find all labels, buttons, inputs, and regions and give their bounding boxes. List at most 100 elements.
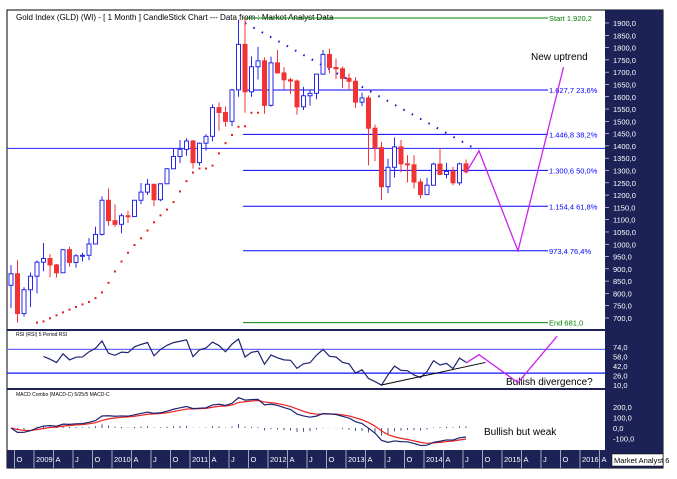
- sar-dot: [205, 167, 207, 170]
- candle-body: [294, 80, 300, 108]
- sar-dot: [62, 311, 64, 314]
- time-tick-label: 2011: [192, 455, 208, 464]
- candle-body: [275, 62, 280, 74]
- candle-body: [236, 43, 241, 91]
- candle-body: [249, 66, 254, 93]
- time-tick-label: O: [17, 455, 23, 464]
- price-tick-label: 1800,0: [613, 44, 636, 53]
- time-tick-label: A: [56, 455, 61, 464]
- annotation-new-uptrend: New uptrend: [531, 52, 588, 63]
- fib-level-label: 1.446,8 38,2%: [549, 130, 598, 139]
- candle-body: [8, 273, 14, 286]
- candle-body: [255, 60, 261, 68]
- sar-dot: [114, 270, 116, 273]
- sar-dot: [198, 167, 201, 170]
- sar-dot: [127, 251, 129, 254]
- sar-dot: [68, 308, 71, 311]
- time-tick-label: O: [173, 455, 179, 464]
- sar-dot: [75, 305, 77, 308]
- candle-body: [216, 107, 222, 113]
- sar-dot: [250, 111, 253, 114]
- sar-dot: [166, 208, 168, 211]
- price-tick-label: 1750,0: [613, 56, 636, 65]
- candle-body: [164, 168, 170, 185]
- candle-body: [314, 73, 319, 94]
- time-tick-label: J: [231, 455, 235, 464]
- brand-box: [611, 453, 664, 467]
- time-tick-label: A: [524, 455, 529, 464]
- candle-body: [431, 163, 436, 186]
- sar-dot: [88, 300, 90, 303]
- fib-level-label: End 681,0: [549, 319, 583, 328]
- sar-dot: [257, 111, 259, 114]
- candle-body: [281, 72, 287, 81]
- candle-body: [47, 258, 53, 266]
- macd-label: MACD Combo (MACD-C) 5/25/5 MACD-C: [16, 392, 110, 398]
- price-axis-panel: [605, 10, 663, 450]
- candle-body: [444, 170, 449, 175]
- candle-body: [405, 163, 410, 166]
- sar-dot: [237, 125, 240, 128]
- price-tick-label: 700,0: [613, 314, 632, 323]
- candle-body: [190, 140, 196, 164]
- fib-level-label: Start 1.920,2: [549, 14, 592, 23]
- price-tick-label: 1150,0: [613, 203, 635, 212]
- rsi-tick-label: 10,0: [613, 381, 628, 390]
- candle-body: [320, 53, 326, 75]
- candle-body: [60, 249, 66, 274]
- price-tick-label: 1900,0: [613, 19, 636, 28]
- candle-body: [288, 79, 293, 82]
- price-projection-line: [465, 67, 565, 254]
- candle-body: [112, 220, 118, 225]
- sar-dot: [211, 164, 214, 167]
- price-tick-label: 1350,0: [613, 154, 636, 163]
- candle-body: [171, 155, 176, 170]
- time-tick-label: 2015: [504, 455, 521, 464]
- time-tick-label: O: [563, 455, 569, 464]
- price-tick-label: 1400,0: [613, 142, 636, 151]
- sar-dot: [140, 237, 142, 240]
- time-tick-label: 2009: [36, 455, 53, 464]
- chart-title: Gold Index (GLD) (WI) - [ 1 Month ] Cand…: [16, 13, 334, 22]
- macd-tick-label: 100,0: [613, 414, 632, 423]
- sar-dot: [224, 142, 227, 145]
- sar-dot: [231, 134, 233, 137]
- fib-level-label: 1.300,6 50,0%: [549, 166, 598, 175]
- time-tick-label: O: [485, 455, 491, 464]
- candle-body: [262, 60, 267, 106]
- candle-body: [450, 170, 456, 184]
- price-tick-label: 800,0: [613, 289, 632, 298]
- chart-frame: [6, 9, 664, 469]
- time-tick-label: O: [407, 455, 413, 464]
- time-tick-label: A: [212, 455, 217, 464]
- candle-body: [158, 183, 163, 201]
- price-tick-label: 850,0: [613, 277, 632, 286]
- price-tick-label: 1100,0: [613, 216, 635, 225]
- price-tick-label: 1500,0: [613, 117, 636, 126]
- candle-body: [398, 146, 404, 165]
- annotation-bullish-weak: Bullish but weak: [484, 427, 557, 438]
- time-tick-label: J: [75, 455, 79, 464]
- time-tick-label: J: [153, 455, 157, 464]
- candle-body: [359, 97, 365, 103]
- time-tick-label: J: [387, 455, 391, 464]
- candle-body: [333, 66, 339, 70]
- sar-dot: [192, 171, 194, 174]
- sar-dot: [42, 320, 45, 323]
- sar-dot: [49, 317, 51, 320]
- sar-dot: [36, 321, 38, 324]
- fib-level-label: 973,4 76,4%: [549, 247, 591, 256]
- candle-body: [411, 164, 417, 183]
- macd-line: [10, 396, 467, 447]
- sar-dot: [133, 244, 136, 247]
- candle-body: [242, 43, 248, 93]
- rsi-label: RSI (RSI) 5 Period RSI: [16, 332, 67, 338]
- time-tick-label: J: [309, 455, 313, 464]
- sar-dot: [146, 229, 149, 232]
- price-tick-label: 1250,0: [613, 179, 636, 188]
- time-tick-label: O: [329, 455, 335, 464]
- candle-body: [307, 92, 313, 97]
- downtrend-line: [244, 22, 480, 152]
- candle-body: [327, 53, 332, 68]
- time-tick-label: 2014: [426, 455, 443, 464]
